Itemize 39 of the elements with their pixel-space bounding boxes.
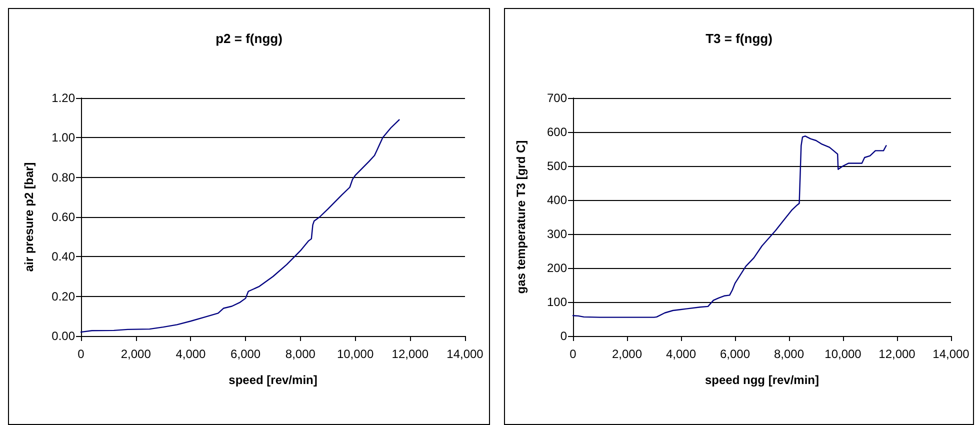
y-tick-label: 300 bbox=[546, 227, 568, 241]
x-tick-label: 8,000 bbox=[774, 347, 804, 361]
x-tick-label: 4,000 bbox=[666, 347, 696, 361]
x-tick-label: 6,000 bbox=[230, 347, 261, 361]
y-axis-title: gas temperature T3 [grd C] bbox=[514, 140, 528, 294]
x-tick-label: 0 bbox=[78, 347, 85, 361]
y-axis-title: air presure p2 [bar] bbox=[22, 162, 36, 272]
x-tick-label: 4,000 bbox=[176, 347, 206, 361]
line-series bbox=[572, 135, 887, 318]
y-tick-label: 200 bbox=[546, 261, 568, 275]
y-tick-label: 700 bbox=[546, 91, 568, 105]
x-tick-label: 12,000 bbox=[392, 347, 429, 361]
x-tick-label: 8,000 bbox=[285, 347, 316, 361]
y-tick-label: 1.20 bbox=[52, 91, 76, 105]
x-tick-label: 10,000 bbox=[824, 347, 862, 361]
x-tick-label: 2,000 bbox=[120, 347, 152, 361]
chart-title: p2 = f(ngg) bbox=[216, 31, 282, 46]
y-tick-label: 100 bbox=[546, 295, 568, 309]
y-tick-label: 1.00 bbox=[52, 130, 76, 145]
x-axis-title: speed ngg [rev/min] bbox=[704, 373, 820, 387]
x-tick-label: 12,000 bbox=[878, 347, 916, 361]
chart-title: T3 = f(ngg) bbox=[706, 31, 772, 46]
y-tick-label: 0.20 bbox=[52, 289, 76, 304]
x-tick-label: 14,000 bbox=[932, 347, 970, 361]
y-tick-label: 400 bbox=[546, 193, 568, 207]
x-axis-title: speed [rev/min] bbox=[228, 373, 318, 387]
y-tick-label: 500 bbox=[546, 159, 568, 173]
x-tick-label: 2,000 bbox=[612, 347, 642, 361]
y-tick-label: 0 bbox=[560, 329, 568, 343]
y-tick-label: 0.80 bbox=[52, 170, 76, 184]
x-tick-label: 6,000 bbox=[720, 347, 750, 361]
y-tick-label: 0.40 bbox=[52, 250, 76, 264]
x-tick-label: 14,000 bbox=[446, 347, 484, 361]
x-tick-label: 10,000 bbox=[336, 347, 374, 361]
y-tick-label: 0.00 bbox=[52, 329, 76, 343]
y-tick-label: 600 bbox=[546, 125, 568, 139]
y-tick-label: 0.60 bbox=[52, 210, 76, 224]
line-series bbox=[80, 119, 400, 333]
x-tick-label: 0 bbox=[570, 347, 577, 361]
